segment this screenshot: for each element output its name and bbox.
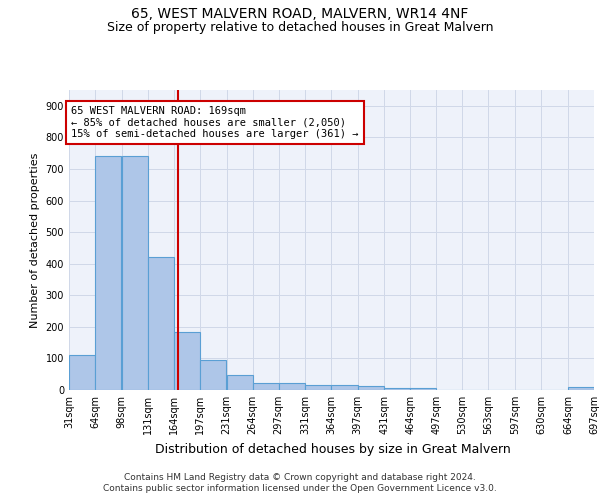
- Text: Distribution of detached houses by size in Great Malvern: Distribution of detached houses by size …: [155, 442, 511, 456]
- Bar: [278, 383, 305, 390]
- Bar: [305, 384, 331, 390]
- Bar: [568, 387, 594, 390]
- Bar: [331, 384, 358, 390]
- Bar: [122, 156, 148, 390]
- Bar: [253, 383, 278, 390]
- Text: 65, WEST MALVERN ROAD, MALVERN, WR14 4NF: 65, WEST MALVERN ROAD, MALVERN, WR14 4NF: [131, 8, 469, 22]
- Text: Contains HM Land Registry data © Crown copyright and database right 2024.: Contains HM Land Registry data © Crown c…: [124, 472, 476, 482]
- Text: 65 WEST MALVERN ROAD: 169sqm
← 85% of detached houses are smaller (2,050)
15% of: 65 WEST MALVERN ROAD: 169sqm ← 85% of de…: [71, 106, 359, 139]
- Bar: [174, 332, 200, 390]
- Text: Contains public sector information licensed under the Open Government Licence v3: Contains public sector information licen…: [103, 484, 497, 493]
- Y-axis label: Number of detached properties: Number of detached properties: [30, 152, 40, 328]
- Bar: [95, 156, 121, 390]
- Bar: [227, 375, 253, 390]
- Text: Size of property relative to detached houses in Great Malvern: Size of property relative to detached ho…: [107, 21, 493, 34]
- Bar: [200, 360, 226, 390]
- Bar: [148, 258, 174, 390]
- Bar: [69, 356, 95, 390]
- Bar: [410, 388, 436, 390]
- Bar: [385, 388, 410, 390]
- Bar: [358, 386, 383, 390]
